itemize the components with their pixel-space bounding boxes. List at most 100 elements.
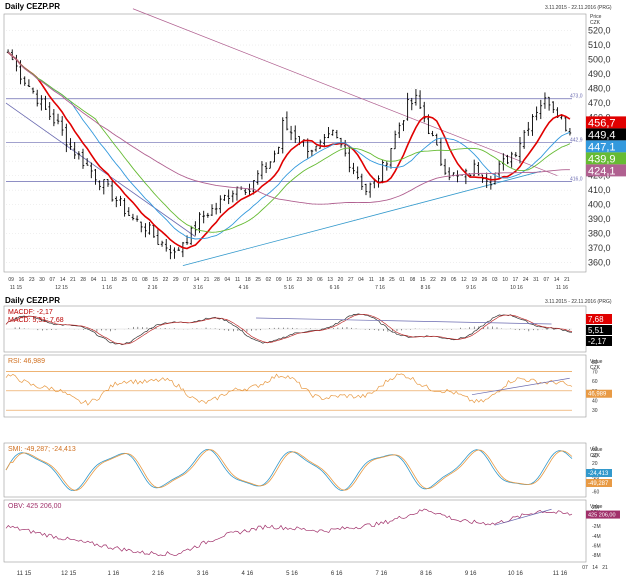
x-tick-label: 08 — [142, 277, 148, 283]
macd-value-box — [586, 336, 612, 346]
smi-y-tick: -20 — [592, 475, 599, 481]
x-tick-label: 07 — [183, 277, 189, 283]
smi-value-box — [586, 479, 612, 487]
x-tick-label: 15 — [420, 277, 426, 283]
y-tick-label: 360,0 — [588, 258, 611, 268]
x-tick-label: 04 — [91, 277, 97, 283]
x-tick-label: 29 — [173, 277, 179, 283]
x-tick-label: 16 — [19, 277, 25, 283]
x-tick-label: 14 — [194, 277, 200, 283]
rsi-value-label: 46,989 — [588, 392, 607, 398]
macd-value-box — [586, 325, 612, 335]
lower-x-month-label: 5 16 — [286, 571, 298, 577]
lower-x-month-label: 10 16 — [508, 571, 524, 577]
lower-x-month-label: 2 16 — [152, 571, 164, 577]
obv-trendline — [494, 508, 552, 526]
lower-x-day-label: 14 — [592, 565, 598, 571]
obv-legend: OBV: 425 206,00 — [8, 503, 62, 510]
y-tick-label: 510,0 — [588, 40, 611, 50]
x-month-label: 5 16 — [284, 285, 294, 291]
horizontal-level-label: 416,0 — [570, 176, 583, 182]
rsi-legend: RSI: 46,989 — [8, 358, 45, 365]
price-label-text: 456,7 — [588, 117, 616, 129]
rsi-y-tick: 30 — [592, 408, 598, 414]
obv-unit-label: Value — [590, 504, 603, 510]
rsi-line — [5, 373, 573, 406]
x-tick-label: 03 — [492, 277, 498, 283]
obv-value-label: 425 206,00 — [588, 513, 616, 519]
macd-legend-2: MACD: 5,51; 7,68 — [8, 317, 64, 324]
lower-date-range: 3.11.2015 - 22.11.2016 (PRG) — [545, 299, 612, 305]
x-tick-label: 19 — [471, 277, 477, 283]
x-tick-label: 01 — [132, 277, 138, 283]
smi-unit-currency: CZK — [590, 453, 601, 459]
lower-chart-title: Daily CEZP.PR — [5, 296, 60, 305]
x-month-label: 3 16 — [193, 285, 203, 291]
x-month-label: 11 16 — [556, 285, 568, 291]
y-tick-label: 470,0 — [588, 98, 611, 108]
smi-y-tick: 60 — [592, 447, 598, 453]
downtrend-line — [5, 102, 196, 237]
x-tick-label: 28 — [214, 277, 220, 283]
x-tick-label: 08 — [410, 277, 416, 283]
obv-panel-frame — [3, 499, 587, 563]
price-axis-currency: CZK — [590, 20, 601, 26]
obv-y-tick: -2M — [592, 524, 601, 530]
x-tick-label: 31 — [533, 277, 539, 283]
lower-x-month-label: 9 16 — [465, 571, 477, 577]
x-tick-label: 21 — [564, 277, 570, 283]
smi-y-tick: 40 — [592, 454, 598, 460]
y-tick-label: 520,0 — [588, 26, 611, 36]
macd-value-label: -2,17 — [588, 337, 607, 346]
x-tick-label: 09 — [276, 277, 282, 283]
lower-x-month-label: 3 16 — [197, 571, 209, 577]
x-tick-label: 22 — [163, 277, 169, 283]
macd-value-label: 5,51 — [588, 326, 604, 335]
chart-title: Daily CEZP.PR — [5, 2, 60, 11]
rsi-y-tick: 70 — [592, 370, 598, 376]
x-month-label: 10 16 — [510, 285, 523, 291]
x-tick-label: 26 — [482, 277, 488, 283]
x-tick-label: 10 — [502, 277, 508, 283]
obv-value-box — [586, 510, 620, 519]
x-tick-label: 18 — [245, 277, 251, 283]
x-tick-label: 23 — [29, 277, 35, 283]
rsi-trendline — [471, 377, 570, 396]
x-month-label: 6 16 — [330, 285, 340, 291]
rsi-unit-label: Value — [590, 359, 603, 365]
macd-trendline — [256, 317, 552, 325]
moving-average-line — [7, 51, 571, 240]
y-tick-label: 490,0 — [588, 69, 611, 79]
x-tick-label: 13 — [327, 277, 333, 283]
x-tick-label: 04 — [224, 277, 230, 283]
price-label-box — [586, 152, 626, 165]
smi-legend: SMI: -49,287; -24,413 — [8, 446, 76, 453]
y-tick-label: 480,0 — [588, 84, 611, 94]
date-range: 3.11.2015 - 22.11.2016 (PRG) — [545, 5, 612, 11]
x-tick-label: 30 — [307, 277, 313, 283]
lower-x-month-label: 11 16 — [553, 571, 568, 577]
obv-y-tick: -6M — [592, 544, 601, 550]
obv-line — [5, 508, 573, 557]
x-tick-label: 14 — [60, 277, 66, 283]
price-label-box — [586, 140, 626, 153]
rsi-panel-frame — [3, 354, 587, 418]
x-tick-label: 09 — [8, 277, 14, 283]
smi-value-box — [586, 469, 612, 477]
x-tick-label: 05 — [451, 277, 457, 283]
x-month-label: 1 16 — [102, 285, 112, 291]
macd-signal-line — [5, 313, 573, 345]
price-label-box — [586, 116, 626, 129]
x-month-label: 12 15 — [55, 285, 68, 291]
lower-x-day-label: 07 — [582, 565, 588, 571]
x-tick-label: 16 — [286, 277, 292, 283]
x-tick-label: 25 — [122, 277, 128, 283]
price-panel-frame — [3, 13, 587, 273]
x-tick-label: 14 — [554, 277, 560, 283]
rsi-y-tick: 40 — [592, 399, 598, 405]
moving-average-line — [7, 51, 571, 250]
x-tick-label: 21 — [204, 277, 210, 283]
lower-x-month-label: 4 16 — [241, 571, 253, 577]
lower-x-month-label: 1 16 — [107, 571, 119, 577]
